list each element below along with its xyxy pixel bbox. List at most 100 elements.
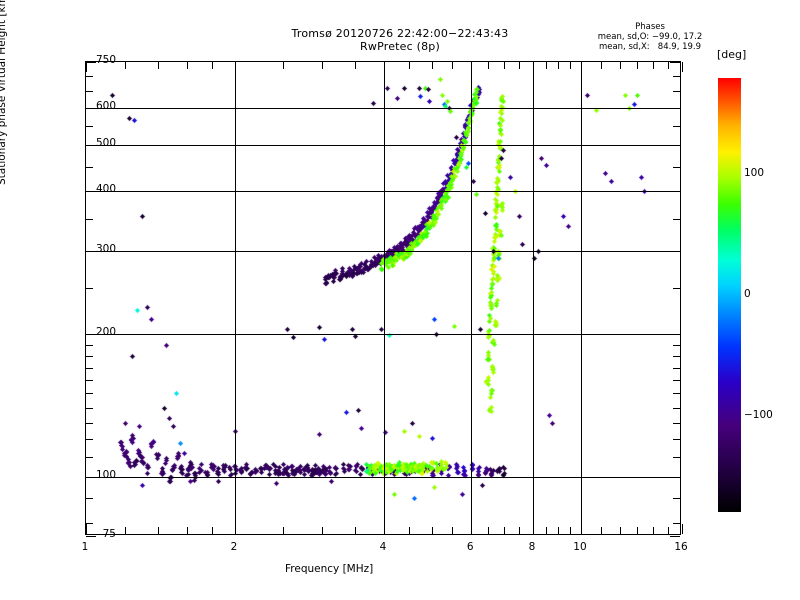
y-axis-minor-tick: [673, 219, 680, 220]
gridline-horizontal: [86, 191, 680, 192]
y-axis-minor-tick: [673, 356, 680, 357]
phases-mean-sd-o: mean, sd,O: −99.0, 17.2: [597, 32, 703, 42]
y-axis-minor-tick: [673, 368, 680, 369]
y-axis-minor-tick: [673, 76, 680, 77]
gridline-horizontal: [86, 145, 680, 146]
y-axis-tick-label: 200: [95, 326, 116, 339]
y-axis-tick-label: 100: [95, 468, 116, 481]
y-axis-minor-tick: [673, 380, 680, 381]
y-axis-minor-tick: [86, 523, 93, 524]
phases-mean-sd-x: mean, sd,X: 84.9, 19.9: [598, 42, 702, 52]
x-axis-tick-label: 8: [528, 541, 536, 553]
y-axis-tick-label: 75: [102, 528, 116, 540]
x-axis-minor-tick: [283, 527, 284, 534]
x-axis-major-tick: [235, 62, 236, 72]
gridline-horizontal: [86, 477, 680, 478]
x-axis-minor-tick: [668, 62, 669, 69]
x-axis-minor-tick: [601, 62, 602, 69]
x-axis-minor-tick: [158, 62, 159, 69]
y-axis-tick-label: 400: [95, 183, 116, 196]
y-axis-minor-tick: [86, 219, 93, 220]
y-axis-tick-label: 600: [95, 99, 116, 112]
x-axis-minor-tick: [546, 527, 547, 534]
x-axis-minor-tick: [452, 527, 453, 534]
x-axis-minor-tick: [558, 62, 559, 69]
y-axis-tick-label: 300: [95, 242, 116, 255]
gridline-vertical: [533, 62, 534, 534]
y-axis-minor-tick: [86, 288, 93, 289]
x-axis-minor-tick: [668, 527, 669, 534]
y-axis-minor-tick: [673, 423, 680, 424]
colorbar-tick-label: 0: [744, 288, 751, 300]
gridline-horizontal: [86, 334, 680, 335]
x-axis-major-tick: [384, 524, 385, 534]
x-axis-minor-tick: [546, 62, 547, 69]
x-axis-major-tick: [682, 524, 683, 534]
y-axis-tick-label: 500: [95, 137, 116, 150]
y-axis-major-tick: [670, 536, 680, 537]
x-axis-minor-tick: [504, 62, 505, 69]
x-axis-major-tick: [471, 524, 472, 534]
colorbar: [718, 78, 741, 512]
y-axis-major-tick: [86, 536, 96, 537]
x-axis-tick-label: 16: [674, 541, 688, 553]
x-axis-minor-tick: [283, 62, 284, 69]
colorbar-gradient: [718, 78, 741, 512]
x-axis-major-tick: [581, 62, 582, 72]
x-axis-title: Frequency [MHz]: [285, 563, 374, 575]
x-axis-major-tick: [86, 524, 87, 534]
x-axis-minor-tick: [452, 62, 453, 69]
y-axis-minor-tick: [673, 393, 680, 394]
y-axis-minor-tick: [86, 498, 93, 499]
chart-title-line-1: Tromsø 20120726 22:42:00−22:43:43: [291, 27, 509, 40]
x-axis-tick-label: 2: [230, 541, 238, 553]
x-axis-minor-tick: [322, 62, 323, 69]
x-axis-tick-label: 10: [573, 541, 587, 553]
x-axis-minor-tick: [570, 62, 571, 69]
x-axis-minor-tick: [570, 527, 571, 534]
y-axis-minor-tick: [86, 393, 93, 394]
y-axis-title: Stationary phase Virtual Height [km]: [0, 0, 8, 185]
y-axis-minor-tick: [86, 439, 93, 440]
y-axis-major-tick: [670, 62, 680, 63]
x-axis-minor-tick: [653, 527, 654, 534]
x-axis-major-tick: [235, 524, 236, 534]
y-axis-major-tick: [670, 334, 680, 335]
y-axis-tick-label: 750: [95, 54, 116, 66]
y-axis-minor-tick: [86, 457, 93, 458]
x-axis-major-tick: [384, 62, 385, 72]
y-axis-minor-tick: [673, 167, 680, 168]
y-axis-minor-tick: [673, 439, 680, 440]
x-axis-minor-tick: [620, 62, 621, 69]
x-axis-minor-tick: [158, 527, 159, 534]
x-axis-minor-tick: [409, 527, 410, 534]
y-axis-minor-tick: [673, 91, 680, 92]
x-axis-minor-tick: [409, 62, 410, 69]
x-axis-major-tick: [533, 524, 534, 534]
x-axis-minor-tick: [488, 527, 489, 534]
y-axis-major-tick: [670, 191, 680, 192]
plot-area: [85, 61, 683, 537]
y-axis-major-tick: [86, 145, 96, 146]
gridline-horizontal: [86, 108, 680, 109]
x-axis-minor-tick: [212, 527, 213, 534]
x-axis-major-tick: [533, 62, 534, 72]
x-axis-minor-tick: [355, 62, 356, 69]
y-axis-minor-tick: [673, 498, 680, 499]
y-axis-major-tick: [670, 108, 680, 109]
x-axis-minor-tick: [620, 527, 621, 534]
gridline-horizontal: [86, 251, 680, 252]
y-axis-major-tick: [670, 145, 680, 146]
y-axis-minor-tick: [86, 423, 93, 424]
y-axis-major-tick: [86, 108, 96, 109]
x-axis-minor-tick: [519, 527, 520, 534]
x-axis-minor-tick: [187, 62, 188, 69]
x-axis-minor-tick: [212, 62, 213, 69]
y-axis-minor-tick: [673, 288, 680, 289]
y-axis-minor-tick: [673, 457, 680, 458]
x-axis-major-tick: [682, 62, 683, 72]
chart-title-line-2: RwPretec (8p): [360, 40, 440, 53]
x-axis-minor-tick: [637, 527, 638, 534]
y-axis-major-tick: [86, 62, 96, 63]
gridline-vertical: [235, 62, 236, 534]
